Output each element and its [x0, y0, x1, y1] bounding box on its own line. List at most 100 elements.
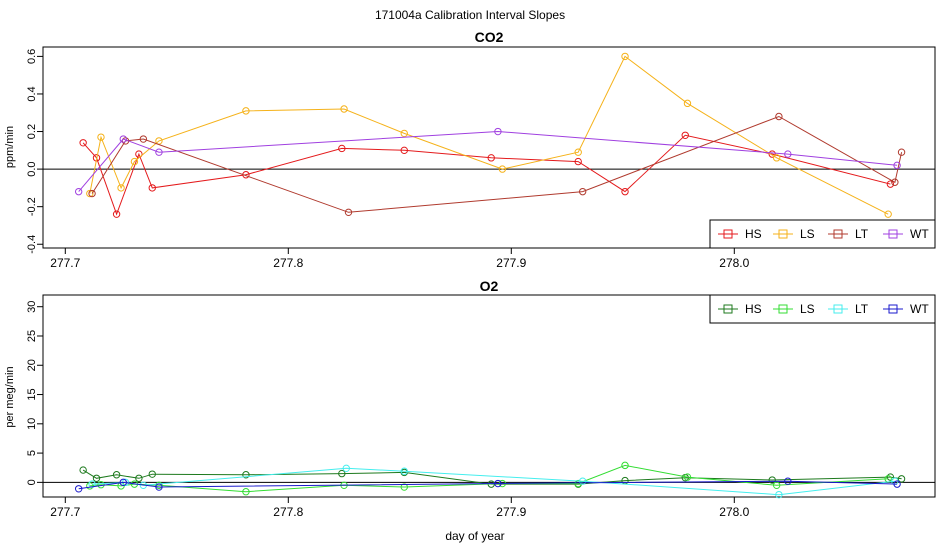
co2-y-axis-label: ppm/min [4, 126, 16, 168]
co2-series-lt-point [897, 148, 906, 156]
o2-series-hs-point [92, 474, 101, 482]
co2-series-hs-point [681, 131, 689, 139]
co2-series-ls-point [884, 210, 892, 218]
co2-panel-title: CO2 [475, 29, 504, 45]
co2-series-hs-point [338, 144, 346, 153]
co2-series-hs-point [768, 150, 776, 158]
co2-series-wt-point [893, 161, 901, 170]
o2-series-lt-point [578, 477, 587, 485]
o2-series-wt-point [893, 480, 901, 488]
legend-co2-ls-label: LS [800, 227, 815, 241]
co2-series-lt-point [88, 189, 96, 198]
legend-co2-hs-label: HS [745, 227, 762, 241]
legend-o2-lt-label: LT [855, 302, 869, 316]
co2-plot-frame [42, 46, 936, 249]
o2-series-hs-point [112, 471, 121, 479]
o2-series-ls-point [621, 461, 629, 470]
co2-series-hs-point [574, 157, 582, 166]
legend-o2-hs-marker [723, 304, 733, 314]
co2-series-lt-line [91, 115, 903, 213]
co2-series-ls-point [97, 133, 105, 141]
co2-series-hs-line [82, 134, 891, 216]
co2-series-hs-point [487, 154, 495, 162]
o2-series-ls-point [242, 488, 250, 496]
o2-x-tick-label: 277.7 [50, 505, 80, 519]
co2-x-tick-label: 277.8 [273, 256, 303, 270]
co2-panel: CO2 ppm/min 277.7 277.8 277.9 278.0 -0.4 -0.2… [4, 29, 936, 270]
co2-series-ls-point [683, 99, 692, 108]
co2-series-hs-point [400, 146, 408, 155]
co2-y-tick-label: -0.4 [26, 235, 38, 254]
figure-title: 171004a Calibration Interval Slopes [375, 8, 565, 22]
co2-series-ls-point [242, 107, 250, 115]
co2-series-wt-point [119, 135, 127, 143]
o2-series-hs-point [886, 473, 895, 481]
o2-y-tick-label: 30 [26, 301, 38, 313]
legend-co2-ls-marker [778, 229, 788, 239]
o2-series-lt-point [775, 490, 783, 499]
legend-o2-wt-label: WT [910, 302, 929, 316]
co2-series-ls-point [772, 154, 781, 162]
co2-series-hs-point [621, 187, 629, 196]
o2-y-axis-label: per meg/min [4, 366, 16, 427]
o2-plot-frame [42, 294, 936, 498]
co2-series-wt-point [494, 127, 502, 136]
o2-y-tick-label: 0 [26, 479, 38, 485]
co2-series-lt-point [139, 135, 148, 143]
o2-y-tick-label: 15 [26, 388, 38, 400]
legend-co2-wt-label: WT [910, 227, 929, 241]
co2-series-lt-point [578, 187, 587, 196]
o2-series-lt-point [400, 467, 408, 475]
legend-o2-ls-marker [778, 304, 788, 314]
legend-co2-hs-marker [723, 229, 733, 239]
co2-series-ls-point [130, 157, 139, 166]
o2-series-wt-point [155, 483, 163, 491]
co2-series-ls-point [574, 148, 582, 156]
co2-series-hs-point [148, 184, 156, 192]
co2-x-tick-label: 277.9 [496, 256, 526, 270]
co2-series-lt-point [344, 208, 353, 217]
o2-panel-title: O2 [480, 278, 499, 294]
co2-series-wt-point [784, 150, 792, 158]
o2-series-hs-line [82, 469, 902, 485]
o2-legend: HS LS LT WT [709, 294, 936, 324]
co2-series-ls-point [621, 52, 629, 61]
co2-series-wt-point [155, 148, 163, 156]
o2-series-ls-point [574, 479, 582, 488]
legend-co2-wt-marker [888, 229, 898, 239]
o2-series-wt-line [78, 480, 898, 490]
co2-y-tick-label: 0.6 [26, 49, 38, 64]
o2-y-tick-label: 25 [26, 330, 38, 342]
co2-series-ls-point [340, 105, 348, 113]
co2-x-tick-label: 277.7 [50, 256, 80, 270]
co2-legend: HS LS LT WT [709, 219, 936, 249]
x-axis-label: day of year [445, 529, 504, 543]
o2-series-hs-point [768, 476, 776, 484]
co2-y-tick-label: -0.2 [26, 197, 38, 216]
o2-series-hs-point [242, 471, 250, 479]
co2-series-ls-point [400, 129, 408, 138]
legend-o2-hs-label: HS [745, 302, 762, 316]
o2-series-wt-point [74, 485, 83, 493]
co2-series-hs-point [886, 180, 895, 188]
co2-series-ls-point [86, 189, 94, 198]
co2-y-tick-label: 0.4 [26, 86, 38, 101]
o2-y-tick-label: 20 [26, 359, 38, 371]
co2-series-hs-point [79, 139, 87, 147]
co2-y-tick-label: 0.0 [26, 161, 38, 176]
o2-series-ls-point [772, 481, 781, 489]
o2-x-tick-label: 277.8 [273, 505, 303, 519]
o2-series-hs-point [135, 474, 143, 482]
o2-y-tick-label: 5 [26, 450, 38, 456]
co2-series-lt-point [891, 178, 899, 186]
co2-series-hs-point [112, 210, 121, 218]
co2-y-tick-label: 0.2 [26, 124, 38, 139]
o2-series-hs-point [338, 469, 346, 478]
co2-series-ls-point [117, 184, 125, 192]
co2-x-tick-label: 278.0 [719, 256, 749, 270]
o2-series-lt-point [342, 464, 350, 473]
o2-series-ls-point [683, 473, 692, 481]
co2-series-ls-line [89, 55, 889, 215]
co2-series-wt-line [78, 130, 898, 192]
o2-y-tick-label: 10 [26, 418, 38, 430]
